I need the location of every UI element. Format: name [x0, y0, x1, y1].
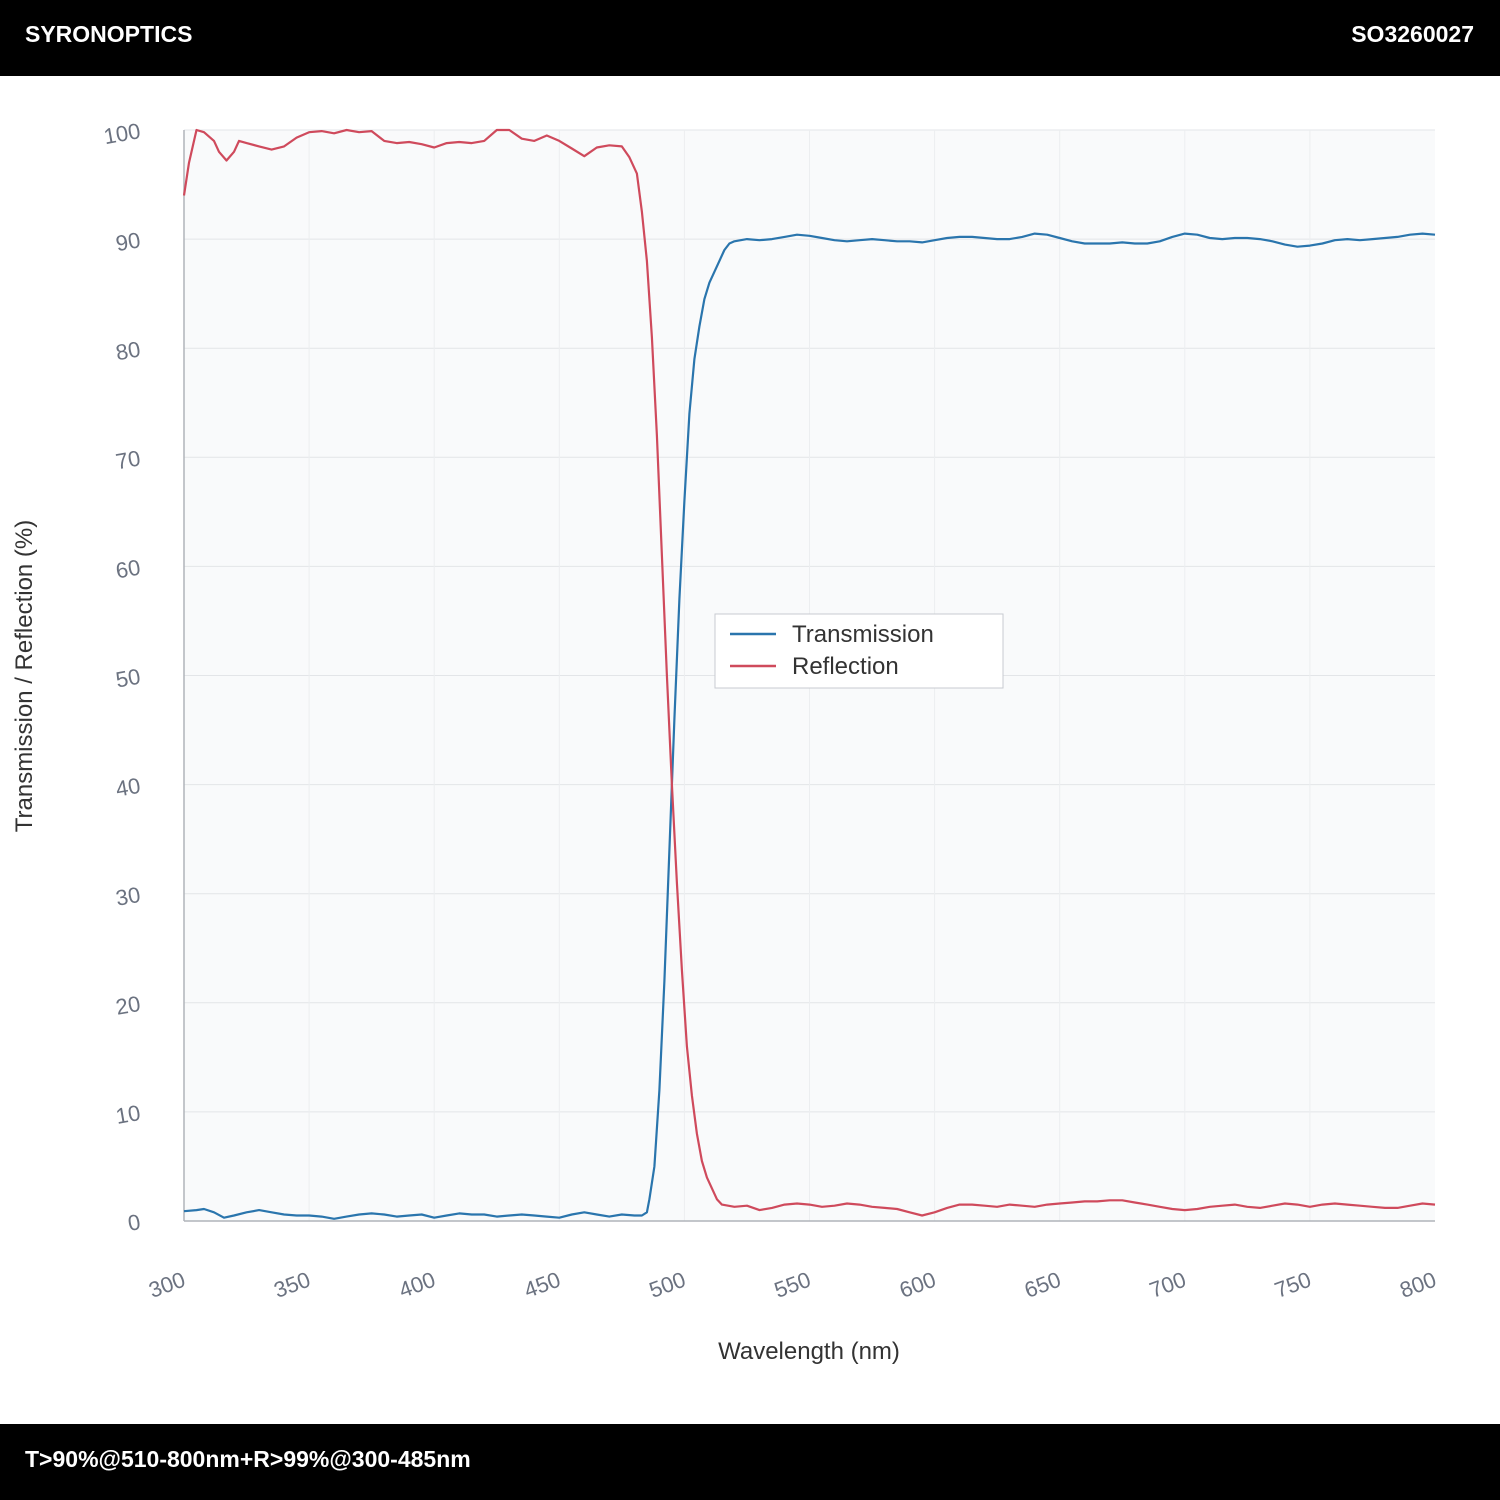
x-tick-label: 550: [771, 1267, 814, 1303]
y-tick-label: 70: [114, 445, 142, 474]
series-line-transmission: [183, 232, 1436, 1220]
x-tick-label: 300: [145, 1267, 188, 1303]
legend-label-reflection: Reflection: [792, 653, 899, 680]
y-ticks: 0 10 20 30 40 50 60 70 80 90 100: [102, 118, 143, 1236]
y-tick-label: 100: [102, 118, 143, 149]
y-tick-label: 40: [114, 773, 142, 802]
x-ticks: 300 350 400 450 500 550 600 650 700 750 800: [145, 1267, 1439, 1303]
legend: Transmission Reflection: [714, 613, 1004, 689]
x-tick-label: 750: [1271, 1267, 1314, 1303]
spec-text: T>90%@510-800nm+R>99%@300-485nm: [25, 1446, 471, 1472]
x-tick-label: 650: [1021, 1267, 1064, 1303]
x-tick-label: 700: [1146, 1267, 1189, 1303]
y-tick-label: 20: [114, 991, 142, 1020]
footer-bar: T>90%@510-800nm+R>99%@300-485nm: [0, 1424, 1500, 1500]
brand-name: SYRONOPTICS: [25, 21, 193, 47]
y-tick-label: 0: [126, 1209, 142, 1236]
grid: [184, 129, 1435, 1221]
part-number: SO3260027: [1351, 21, 1474, 47]
y-axis-label: Transmission / Reflection (%): [11, 520, 38, 833]
y-tick-label: 60: [114, 555, 142, 584]
legend-box: [714, 613, 1004, 689]
x-tick-label: 600: [896, 1267, 939, 1303]
x-tick-label: 500: [646, 1267, 689, 1303]
spectrum-chart: 0 10 20 30 40 50 60 70 80 90 100 300 350 400 450 500 55…: [11, 118, 1439, 1365]
x-tick-label: 800: [1396, 1267, 1439, 1303]
y-tick-label: 50: [114, 664, 142, 693]
y-tick-label: 90: [114, 227, 142, 256]
y-tick-label: 10: [114, 1100, 142, 1129]
series-group: [182, 128, 1436, 1220]
header-bar: SYRONOPTICS SO3260027: [0, 0, 1500, 76]
x-axis-label: Wavelength (nm): [718, 1338, 900, 1365]
y-tick-label: 80: [114, 336, 142, 365]
series-line-reflection: [182, 128, 1436, 1217]
x-tick-label: 400: [396, 1267, 439, 1303]
legend-label-transmission: Transmission: [792, 621, 934, 648]
x-tick-label: 450: [521, 1267, 564, 1303]
y-tick-label: 30: [114, 882, 142, 911]
x-tick-label: 350: [270, 1267, 313, 1303]
